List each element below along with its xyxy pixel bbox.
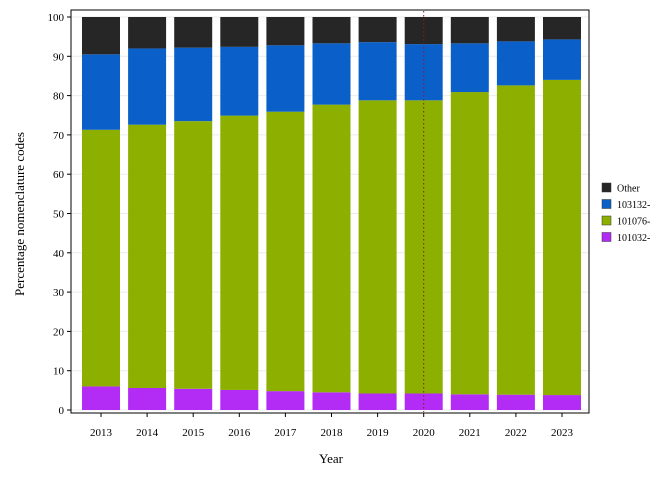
legend-swatch xyxy=(601,199,612,209)
bar-segment xyxy=(128,17,167,49)
x-tick-label: 2023 xyxy=(551,427,574,439)
bar-segment xyxy=(174,388,213,410)
x-tick-label: 2013 xyxy=(90,427,113,439)
bar-segment xyxy=(496,85,535,395)
y-axis: 0 10 20 30 40 50 60 70 80 90 100 xyxy=(48,12,71,417)
bar-segment xyxy=(450,394,489,410)
y-tick-label: 50 xyxy=(53,209,65,221)
y-tick-label: 80 xyxy=(53,91,65,103)
bar-segment xyxy=(496,394,535,410)
bar-segment xyxy=(358,42,397,101)
bar-segment xyxy=(358,17,397,43)
y-tick-label: 30 xyxy=(53,287,65,299)
bar-segment xyxy=(543,39,581,80)
bar-segment xyxy=(174,17,213,48)
x-axis-title: Year xyxy=(319,451,344,466)
legend-label: Other xyxy=(617,184,640,195)
bar-segment xyxy=(404,100,443,394)
x-tick-label: 2020 xyxy=(413,427,436,439)
x-tick-label: 2022 xyxy=(505,427,527,439)
bar-segment xyxy=(266,17,305,46)
x-tick-label: 2016 xyxy=(228,427,251,439)
bar-segment xyxy=(220,17,259,47)
bar-segment xyxy=(266,111,305,392)
bar-segment xyxy=(312,392,351,410)
bar-segment xyxy=(450,17,489,44)
bar-segment xyxy=(312,43,351,105)
bars xyxy=(82,17,581,410)
y-tick-label: 90 xyxy=(53,51,65,63)
bar-segment xyxy=(543,395,581,410)
bar-segment xyxy=(358,100,397,394)
bar-segment xyxy=(128,48,167,125)
bar-segment xyxy=(543,79,581,396)
legend-label: 101076- xyxy=(617,217,650,228)
y-tick-label: 0 xyxy=(59,405,65,417)
x-tick-label: 2019 xyxy=(367,427,390,439)
bar-segment xyxy=(220,46,259,116)
bar-segment xyxy=(82,54,120,130)
bar-segment xyxy=(82,17,120,55)
bar-segment xyxy=(312,17,351,44)
y-tick-label: 20 xyxy=(53,326,65,338)
bar-segment xyxy=(220,115,259,390)
bar-segment xyxy=(404,393,443,410)
bar-segment xyxy=(82,386,120,410)
bar-segment xyxy=(496,41,535,86)
bar-segment xyxy=(496,17,535,42)
bar-segment xyxy=(220,389,259,410)
bar-segment xyxy=(312,104,351,393)
bar-segment xyxy=(450,92,489,395)
y-tick-label: 100 xyxy=(48,12,65,24)
bar-segment xyxy=(266,391,305,410)
legend-swatch xyxy=(601,215,612,226)
bar-segment xyxy=(128,124,167,388)
bar-segment xyxy=(174,47,213,122)
x-tick-label: 2018 xyxy=(321,427,344,439)
x-tick-label: 2021 xyxy=(459,427,481,439)
bar-segment xyxy=(82,129,120,387)
x-tick-label: 2014 xyxy=(136,427,159,439)
y-tick-label: 70 xyxy=(53,130,65,142)
plot-frame xyxy=(70,9,590,414)
bar-segment xyxy=(128,387,167,410)
y-tick-label: 40 xyxy=(53,248,65,260)
y-axis-title: Percentage nomenclature codes xyxy=(12,132,27,296)
x-tick-label: 2017 xyxy=(274,427,297,439)
y-tick-label: 10 xyxy=(53,366,65,378)
legend-label: 103132- xyxy=(617,200,650,211)
bar-segment xyxy=(358,393,397,410)
legend-swatch xyxy=(601,232,612,242)
legend-label: 101032- xyxy=(617,233,650,244)
bar-segment xyxy=(450,43,489,93)
x-tick-label: 2015 xyxy=(182,427,205,439)
x-axis: 2013 2014 2015 2016 2017 2018 2019 2020 2021 2022… xyxy=(90,413,574,439)
bar-segment xyxy=(543,17,581,40)
legend-swatch xyxy=(601,182,612,193)
bar-segment xyxy=(174,121,213,389)
legend: Other 103132- 101076- 101032- xyxy=(601,182,650,244)
bar-segment xyxy=(266,45,305,112)
y-tick-label: 60 xyxy=(53,169,65,181)
